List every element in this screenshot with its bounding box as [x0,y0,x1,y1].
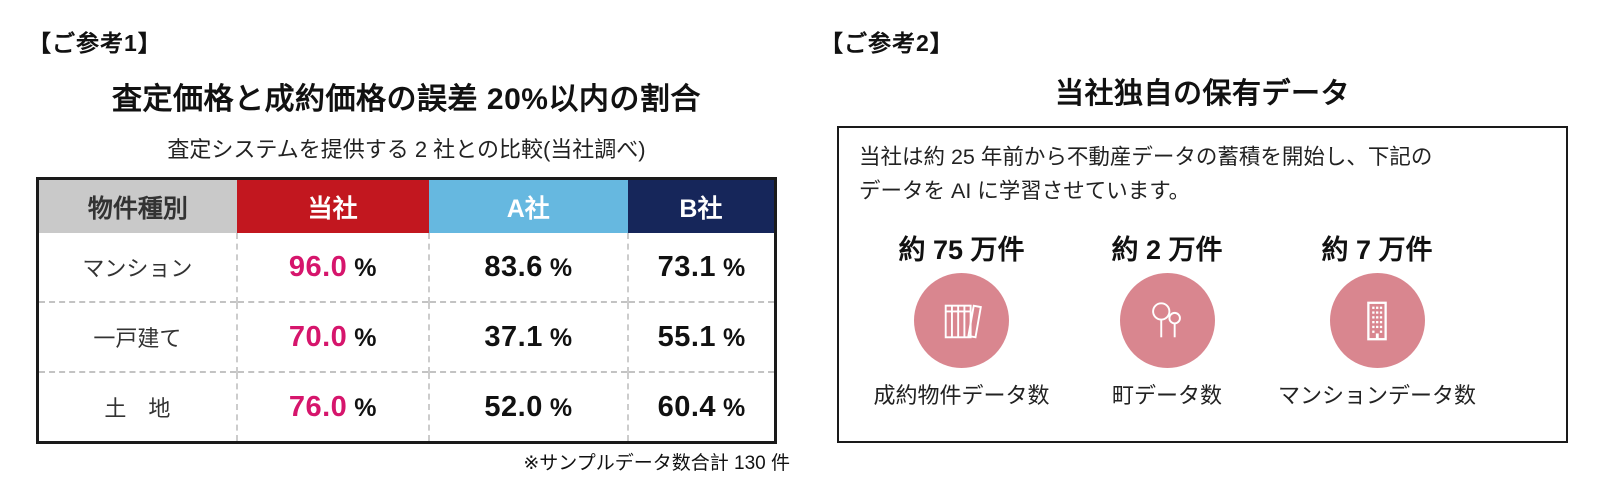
proprietary-data-box: 当社は約 25 年前から不動産データの蓄積を開始し、下記の データを AI に学… [837,126,1568,443]
stat-circle [914,273,1009,368]
comparison-title: 査定価格と成約価格の誤差 20%以内の割合 [112,83,701,116]
table-row: 土 地 76.0% 52.0% 60.4% [37,371,776,443]
value-company-b: 73.1 [657,250,717,283]
value-ours: 76.0 [288,390,348,423]
percent-unit: % [723,253,746,282]
header-company-b: B社 [627,178,776,233]
percent-unit: % [354,393,377,422]
row-category: 土 地 [104,396,171,421]
books-icon [939,298,985,344]
stat-count: 約 2 万件 [1111,235,1223,265]
proprietary-data-title: 当社独自の保有データ [1054,78,1350,110]
data-description-line1: 当社は約 25 年前から不動産データの蓄積を開始し、下記の [859,145,1433,169]
stat-condos: 約 7 万件 [1267,228,1487,410]
header-property-type: 物件種別 [37,178,237,233]
value-company-b: 60.4 [657,390,717,423]
accuracy-comparison-table: 物件種別 当社 A社 B社 マンション 96.0% 83.6% 73.1% 一戸… [36,177,777,444]
percent-unit: % [354,253,377,282]
comparison-subtitle: 査定システムを提供する 2 社との比較(当社調べ) [167,137,646,162]
stat-circle [1119,273,1215,368]
reference-2-label: 【ご参考2】 [820,30,954,56]
data-description: 当社は約 25 年前から不動産データの蓄積を開始し、下記の データを AI に学… [859,140,1432,209]
sample-size-footnote: ※サンプルデータ数合計 130 件 [523,453,790,474]
trees-icon [1144,298,1190,344]
stats-row: 約 75 万件 成約物件データ数 [859,228,1487,410]
percent-unit: % [723,393,746,422]
stat-count: 約 75 万件 [898,235,1025,265]
table-row: マンション 96.0% 83.6% 73.1% [38,233,776,302]
stat-label: 成約物件データ数 [873,383,1050,408]
value-company-a: 83.6 [484,250,543,283]
stat-towns: 約 2 万件 町データ数 [1067,228,1267,410]
percent-unit: % [549,323,573,352]
stat-closed-deals: 約 75 万件 成約物件データ数 [859,228,1064,410]
value-company-b: 55.1 [657,320,717,353]
stat-count: 約 7 万件 [1321,235,1433,265]
stat-label: マンションデータ数 [1277,383,1476,408]
value-ours: 70.0 [288,320,348,353]
table-header-row: 物件種別 当社 A社 B社 [37,178,776,233]
header-company-a: A社 [428,178,628,233]
value-ours: 96.0 [288,250,348,283]
percent-unit: % [354,323,377,352]
reference-1-label: 【ご参考1】 [28,30,162,56]
value-company-a: 52.0 [484,390,543,423]
percent-unit: % [723,323,746,352]
percent-unit: % [549,393,573,422]
value-company-a: 37.1 [484,320,543,353]
stat-circle [1329,273,1425,368]
row-category: マンション [82,256,193,281]
data-description-line2: データを AI に学習させています。 [859,179,1191,204]
percent-unit: % [549,253,573,282]
building-icon [1354,298,1400,344]
row-category: 一戸建て [93,326,182,351]
stat-label: 町データ数 [1111,383,1222,408]
table-row: 一戸建て 70.0% 37.1% 55.1% [37,301,776,372]
header-our-company: 当社 [236,178,429,233]
